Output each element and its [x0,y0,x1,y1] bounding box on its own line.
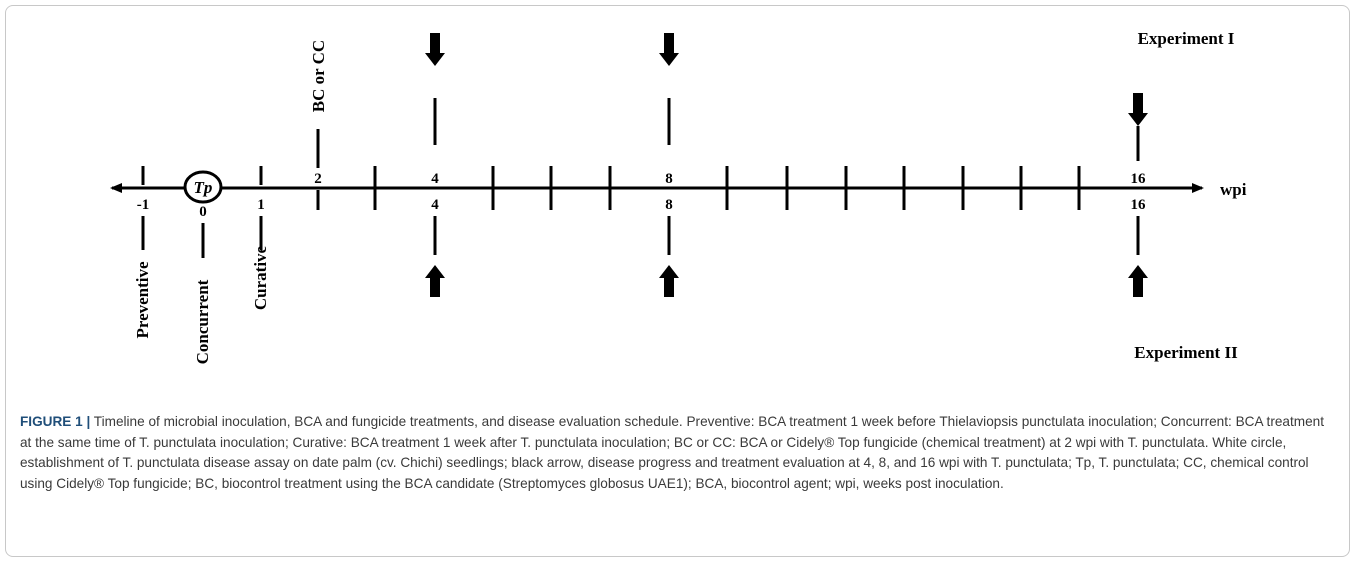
down-arrow-icon [659,33,679,145]
experiment-i-label: Experiment I [1138,29,1235,48]
week-number-bottom: 0 [199,204,207,220]
week-number-bottom: -1 [137,197,150,213]
concurrent-label: Concurrent [193,279,212,364]
preventive-label: Preventive [133,261,152,339]
axis-unit-label: wpi [1220,180,1247,199]
bc-cc-label: BC or CC [309,40,328,112]
week-number-top: 8 [665,171,673,187]
week-number-top: 2 [314,171,322,187]
timeline-diagram: Experiment I Experiment II wpi Tp 2 4 8 … [110,29,1247,364]
week-number-bottom: 1 [257,197,265,213]
inoculation-circle [183,170,223,204]
timing-lines [141,216,263,258]
figure-frame [5,5,1350,557]
up-arrow-icon [1128,216,1148,297]
up-arrow-icon [659,216,679,297]
inoculation-circle-label: Tp [194,178,213,197]
week-number-bottom: 16 [1131,197,1147,213]
tick-marks [141,166,1081,210]
down-arrow-icon [1128,93,1148,161]
experiment-ii-label: Experiment II [1134,343,1238,362]
week-number-top: 16 [1131,171,1147,187]
curative-label: Curative [251,245,270,310]
evaluation-arrows-bottom [425,216,1148,297]
caption-label: FIGURE 1 | [20,414,91,429]
evaluation-arrows-top [425,33,1148,161]
week-number-top: 4 [431,171,439,187]
week-number-bottom: 4 [431,197,439,213]
week-number-bottom: 8 [665,197,673,213]
up-arrow-icon [425,216,445,297]
down-arrow-icon [425,33,445,145]
figure-caption: FIGURE 1 | Timeline of microbial inocula… [20,412,1338,494]
caption-text: Timeline of microbial inoculation, BCA a… [20,414,1324,491]
